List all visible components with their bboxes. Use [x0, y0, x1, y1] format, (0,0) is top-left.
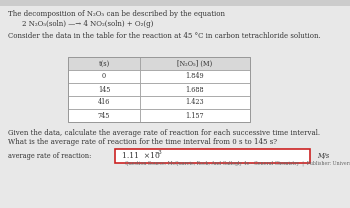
- Text: t(s): t(s): [98, 59, 110, 68]
- Text: Consider the data in the table for the reaction at 45 °C in carbon tetrachloride: Consider the data in the table for the r…: [8, 32, 321, 40]
- Text: 1.423: 1.423: [186, 99, 204, 106]
- Bar: [140, 109, 250, 122]
- Bar: [115, 149, 310, 163]
- Text: 745: 745: [98, 111, 110, 120]
- Text: 1.11  ×10: 1.11 ×10: [122, 152, 160, 160]
- Text: Given the data, calculate the average rate of reaction for each successive time : Given the data, calculate the average ra…: [8, 129, 320, 137]
- Text: 1.157: 1.157: [186, 111, 204, 120]
- Text: 2 N₂O₅(soln) —→ 4 NO₂(soln) + O₂(g): 2 N₂O₅(soln) —→ 4 NO₂(soln) + O₂(g): [22, 20, 153, 28]
- Text: The decomposition of N₂O₅ can be described by the equation: The decomposition of N₂O₅ can be describ…: [8, 10, 225, 18]
- Text: [N₂O₅] (M): [N₂O₅] (M): [177, 59, 213, 68]
- Text: 0: 0: [102, 73, 106, 80]
- Text: average rate of reaction:: average rate of reaction:: [8, 152, 91, 160]
- Bar: [0, 0, 350, 6]
- Text: 416: 416: [98, 99, 110, 106]
- Bar: [68, 57, 140, 70]
- Text: What is the average rate of reaction for the time interval from 0 s to 145 s?: What is the average rate of reaction for…: [8, 138, 277, 146]
- Text: 1.849: 1.849: [186, 73, 204, 80]
- Bar: [68, 109, 140, 122]
- Bar: [140, 70, 250, 83]
- Bar: [68, 57, 250, 122]
- Text: Question Source: McQuarrie, Rock, And Gallogly 4e - General Chemistry  |  Publis: Question Source: McQuarrie, Rock, And Ga…: [125, 161, 350, 166]
- Bar: [140, 96, 250, 109]
- Text: −3: −3: [154, 150, 162, 155]
- Bar: [68, 70, 140, 83]
- Text: 145: 145: [98, 85, 110, 94]
- Bar: [140, 83, 250, 96]
- Text: M/s: M/s: [317, 152, 329, 160]
- Bar: [68, 96, 140, 109]
- Bar: [140, 57, 250, 70]
- Bar: [68, 83, 140, 96]
- Text: 1.688: 1.688: [186, 85, 204, 94]
